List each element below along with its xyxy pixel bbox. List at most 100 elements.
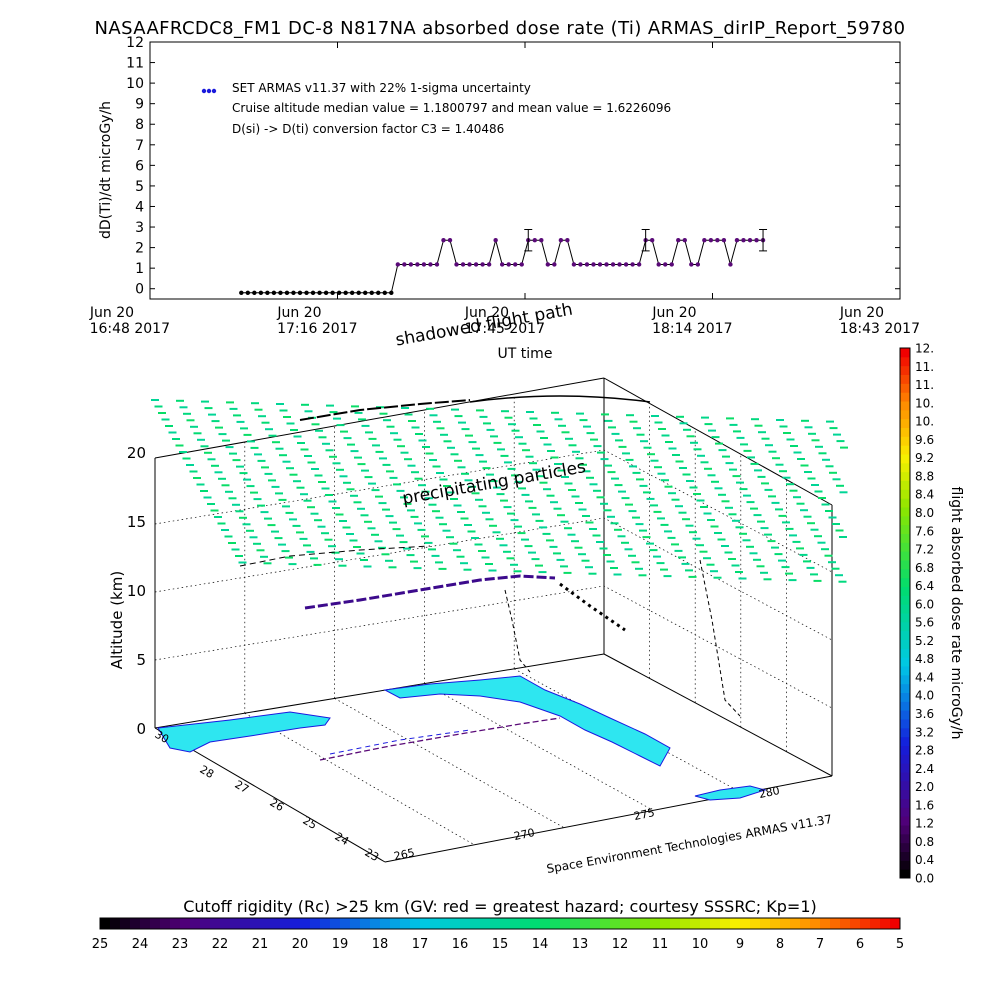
data-point [239, 290, 244, 296]
colorbar-tick-label: 8.4 [915, 488, 934, 502]
colorbar-tick-label: 18 [372, 937, 389, 952]
colorbar-swatch [450, 918, 461, 929]
colorbar-swatch [900, 356, 910, 367]
colorbar-swatch [420, 918, 431, 929]
colorbar-swatch [350, 918, 361, 929]
data-point [330, 290, 335, 296]
colorbar-tick-label: 2.4 [915, 762, 934, 776]
data-point [558, 237, 564, 243]
y-tick-label: 6 [135, 158, 144, 174]
colorbar-swatch [900, 719, 910, 729]
colorbar-swatch [170, 918, 181, 929]
y-tick-label: 1 [135, 261, 144, 277]
colorbar-tick-label: 15 [492, 937, 509, 952]
colorbar-tick-label: 4.4 [915, 670, 934, 684]
descent-path [504, 589, 531, 673]
colorbar-swatch [900, 507, 910, 517]
colorbar-tick-label: 19 [332, 937, 349, 952]
colorbar-tick-label: 24 [132, 937, 149, 952]
legend-series-label: SET ARMAS v11.37 with 22% 1-sigma uncert… [232, 81, 531, 95]
colorbar-swatch [900, 348, 910, 358]
data-point [623, 262, 629, 267]
data-point [447, 237, 453, 243]
box-edge [603, 653, 833, 777]
colorbar-swatch [310, 918, 321, 929]
data-point [480, 262, 485, 267]
colorbar-swatch [370, 918, 381, 929]
data-point [408, 262, 414, 267]
colorbar-swatch [900, 657, 910, 667]
colorbar-tick-label: 4.8 [915, 652, 934, 666]
colorbar-swatch [900, 701, 910, 711]
colorbar-swatch [900, 392, 910, 402]
colorbar-swatch [900, 692, 910, 702]
lon-tick-label: 275 [633, 806, 656, 823]
floor-grid [334, 698, 564, 828]
colorbar-frame [99, 917, 901, 930]
y-tick-label: 3 [135, 220, 144, 236]
colorbar-swatch [600, 918, 611, 929]
box-edge [154, 377, 605, 459]
data-point [363, 290, 368, 296]
colorbar-swatch [660, 918, 671, 929]
colorbar-tick-label: 6.8 [915, 561, 934, 575]
landmass [694, 785, 767, 801]
colorbar-swatch [900, 418, 910, 428]
z-tick-label: 15 [127, 513, 146, 531]
colorbar-swatch [900, 524, 910, 534]
colorbar-swatch [320, 918, 331, 929]
data-point [656, 262, 661, 267]
trajectory-3d-plot: Altitude (km) 0 5 10 15 20 23 24 25 26 27 28 30 265 27… [108, 300, 848, 876]
colorbar-swatch [410, 918, 421, 929]
data-point [715, 237, 720, 243]
data-point [382, 290, 387, 296]
colorbar-swatch [710, 918, 721, 929]
data-point [415, 262, 420, 267]
colorbar-tick-label: 16 [452, 937, 469, 952]
colorbar-tick-label: 1.2 [915, 817, 934, 831]
colorbar-swatch [900, 825, 910, 835]
colorbar-swatch [900, 409, 910, 420]
colorbar-swatch [900, 454, 910, 464]
colorbar-tick-label: 11 [652, 937, 669, 952]
colorbar-tick-label: 8.0 [915, 506, 934, 520]
landmass [383, 675, 671, 767]
colorbar-swatch [900, 860, 910, 870]
box-edge [603, 377, 833, 506]
data-point [597, 262, 603, 267]
ground-track [319, 717, 561, 761]
data-point [265, 290, 270, 296]
colorbar-swatch [900, 577, 910, 587]
colorbar-tick-label: 7 [816, 937, 824, 952]
colorbar-swatch [900, 489, 910, 499]
colorbar-tick-label: 6.0 [915, 597, 934, 611]
colorbar-tick-label: 11. [915, 378, 934, 392]
colorbar-swatch [380, 918, 391, 929]
colorbar-tick-label: 6 [856, 937, 864, 952]
data-point [349, 290, 355, 296]
colorbar-swatch [590, 918, 601, 929]
data-point [676, 237, 681, 243]
colorbar-tick-label: 4.0 [915, 689, 934, 703]
colorbar-swatch [900, 639, 910, 649]
colorbar-swatch [360, 918, 371, 929]
data-point [493, 237, 498, 243]
colorbar-swatch [850, 918, 861, 929]
colorbar-swatch [510, 918, 521, 929]
data-point [513, 262, 518, 267]
colorbar-swatch [900, 674, 910, 685]
data-point [310, 290, 316, 296]
colorbar-swatch [730, 918, 741, 929]
colorbar-tick-label: 10 [692, 937, 709, 952]
colorbar-swatch [650, 918, 661, 929]
colorbar-tick-label: 25 [92, 937, 109, 952]
y-tick-label: 0 [135, 282, 144, 298]
colorbar-tick-label: 9.6 [915, 433, 934, 447]
flight-trajectory [304, 574, 556, 610]
colorbar-swatch [900, 648, 910, 658]
data-point [297, 290, 303, 296]
colorbar-cutoff-rigidity: Cutoff rigidity (Rc) >25 km (GV: red = g… [92, 897, 904, 952]
data-point [682, 237, 687, 243]
data-point [630, 262, 635, 267]
